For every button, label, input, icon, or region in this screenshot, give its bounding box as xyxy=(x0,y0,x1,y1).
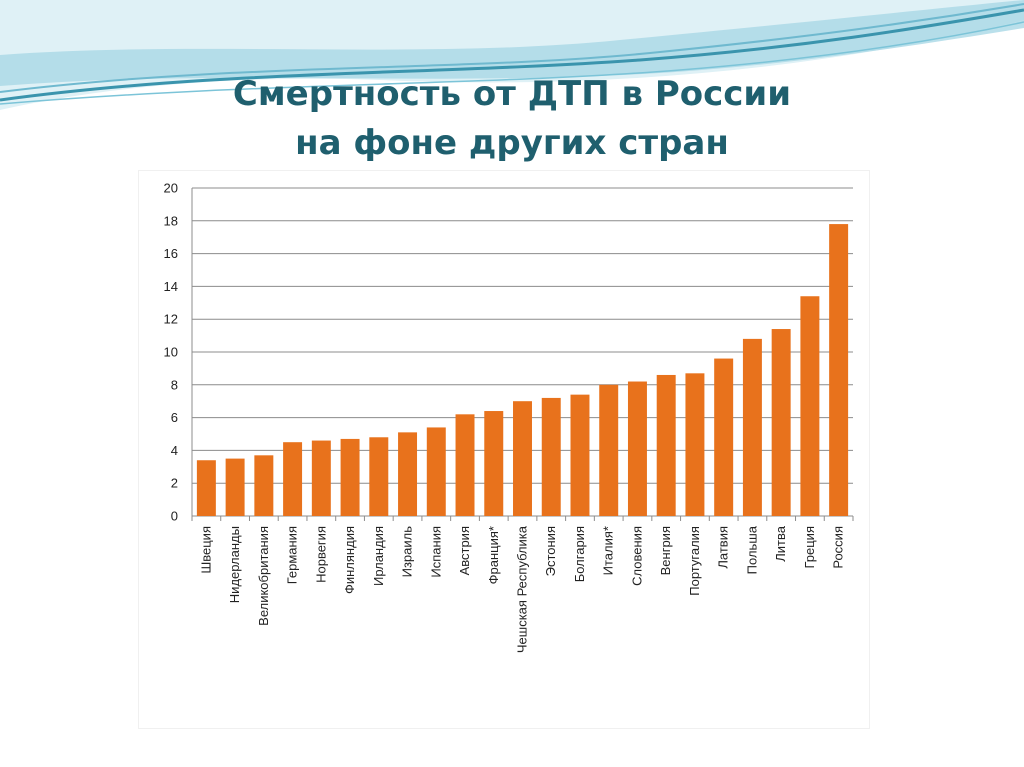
bar xyxy=(656,374,676,516)
y-tick-label: 16 xyxy=(164,246,178,261)
bar xyxy=(627,381,647,516)
wave-line-thin xyxy=(0,21,1024,105)
x-tick-label: Швеция xyxy=(198,526,213,574)
bar xyxy=(196,460,216,516)
x-tick-label: Норвегия xyxy=(313,526,328,583)
x-tick-label: Австрия xyxy=(457,526,472,575)
y-tick-label: 12 xyxy=(164,312,178,327)
slide-title: Смертность от ДТП в России на фоне други… xyxy=(0,70,1024,168)
x-tick-label: Нидерланды xyxy=(227,526,242,603)
y-tick-label: 0 xyxy=(171,509,178,524)
x-tick-label: Польша xyxy=(744,525,759,574)
x-tick-label: Испания xyxy=(428,526,443,578)
bar xyxy=(398,432,418,516)
bar xyxy=(283,442,303,516)
slide-title-line2: на фоне других стран xyxy=(295,123,729,163)
bar xyxy=(426,427,446,516)
y-tick-label: 2 xyxy=(171,476,178,491)
bar xyxy=(685,373,705,516)
bar xyxy=(254,455,274,516)
bar xyxy=(541,397,561,516)
x-tick-label: Ирландия xyxy=(371,526,386,586)
x-tick-label: Германия xyxy=(285,526,300,584)
bar xyxy=(225,458,245,516)
x-tick-label: Чешская Республика xyxy=(515,525,530,653)
x-tick-label: Болгария xyxy=(572,526,587,582)
y-tick-label: 8 xyxy=(171,377,178,392)
x-tick-label: Португалия xyxy=(687,526,702,596)
wave-line-dark xyxy=(0,8,1024,102)
y-tick-label: 10 xyxy=(164,345,178,360)
bar xyxy=(484,411,504,516)
y-tick-label: 4 xyxy=(171,443,178,458)
bar xyxy=(742,338,762,516)
bar xyxy=(771,329,791,516)
x-tick-label: Финляндия xyxy=(342,526,357,594)
x-tick-label: Израиль xyxy=(400,526,415,578)
bar xyxy=(714,358,734,516)
bar xyxy=(455,414,475,516)
bar xyxy=(369,437,389,516)
bar xyxy=(340,438,360,516)
wave-band-light xyxy=(0,0,1024,86)
x-tick-label: Словения xyxy=(629,526,644,586)
x-tick-label: Литва xyxy=(773,525,788,562)
y-tick-label: 6 xyxy=(171,410,178,425)
bar xyxy=(513,401,532,516)
chart-panel: 0 2 4 6 8 10 12 14 16 18 20 Швеция Нидерланды Великоб… xyxy=(138,170,870,729)
bar xyxy=(311,440,331,516)
bar xyxy=(829,224,849,516)
x-tick-label: Италия* xyxy=(601,526,616,575)
bar xyxy=(570,394,590,516)
bar xyxy=(599,384,619,516)
bar xyxy=(800,296,820,516)
header-wave-decoration xyxy=(0,0,1024,110)
slide-title-line1: Смертность от ДТП в России xyxy=(232,74,792,114)
x-tick-label: Россия xyxy=(831,526,846,569)
x-tick-label: Великобритания xyxy=(256,526,271,626)
y-tick-label: 14 xyxy=(164,279,178,294)
bar-chart: 0 2 4 6 8 10 12 14 16 18 20 Швеция Нидерланды Великоб… xyxy=(164,181,854,653)
y-tick-label: 18 xyxy=(164,213,178,228)
x-tick-label: Эстония xyxy=(543,526,558,576)
wave-line-mid xyxy=(0,3,1024,93)
x-tick-label: Латвия xyxy=(716,526,731,569)
y-tick-label: 20 xyxy=(164,181,178,196)
x-tick-label: Венгрия xyxy=(658,526,673,575)
x-tick-label: Франция* xyxy=(486,526,501,584)
x-tick-label: Греция xyxy=(802,526,817,569)
